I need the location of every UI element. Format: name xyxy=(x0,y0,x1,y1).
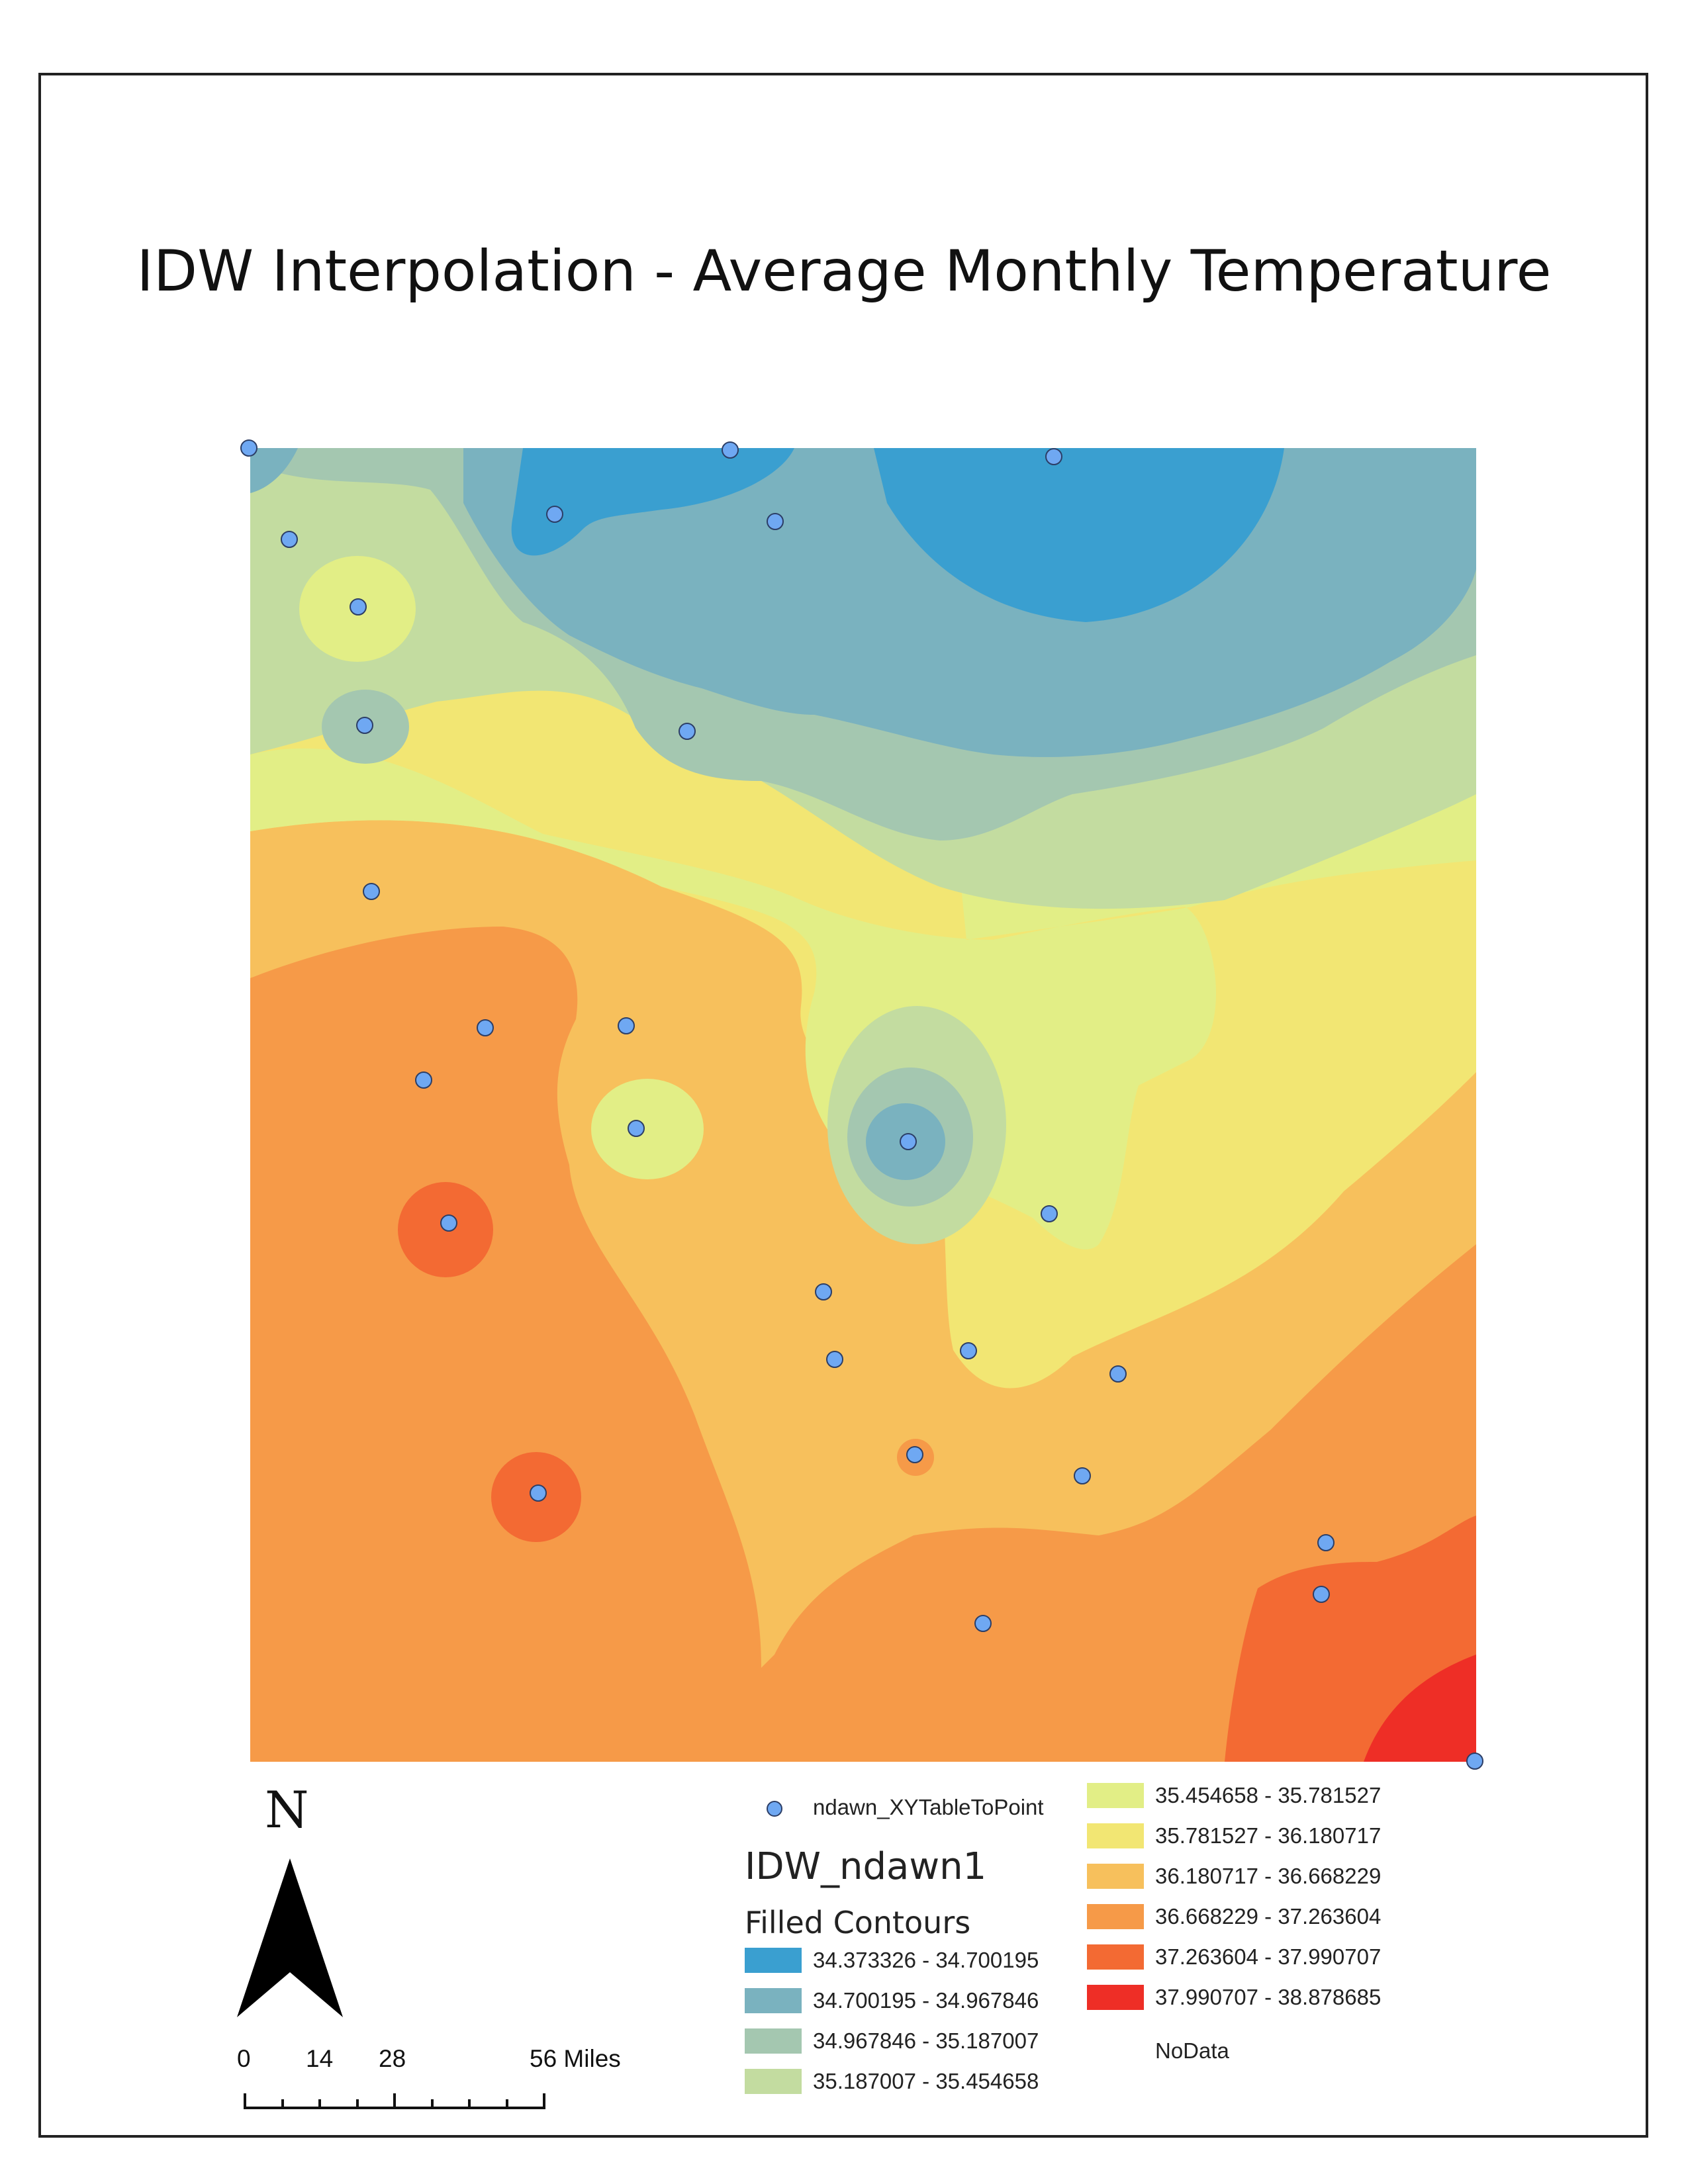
legend-layer-title: IDW_ndawn1 xyxy=(745,1845,987,1888)
map-title: IDW Interpolation - Average Monthly Temp… xyxy=(136,238,1552,304)
sample-point[interactable] xyxy=(281,531,298,548)
sample-point[interactable] xyxy=(618,1017,635,1034)
map-frame xyxy=(38,73,1648,2138)
legend-point-symbol-icon xyxy=(767,1801,782,1817)
sample-point[interactable] xyxy=(1074,1467,1091,1484)
sample-point[interactable] xyxy=(826,1351,843,1368)
sample-point[interactable] xyxy=(530,1484,547,1502)
legend-swatch xyxy=(1087,1904,1144,1929)
legend-class-label: 35.781527 - 36.180717 xyxy=(1155,1823,1382,1848)
sample-point[interactable] xyxy=(440,1214,457,1232)
legend-swatch xyxy=(1087,1783,1144,1808)
sample-point[interactable] xyxy=(546,506,563,523)
contour-blob-yellow-left xyxy=(591,1079,704,1179)
sample-point[interactable] xyxy=(415,1071,432,1089)
legend-swatch xyxy=(745,2028,802,2054)
legend-class-label: 34.373326 - 34.700195 xyxy=(813,1948,1039,1972)
sample-point[interactable] xyxy=(815,1283,832,1300)
contour-band-37-990707 xyxy=(1364,1655,1476,1762)
legend-class-label: 35.187007 - 35.454658 xyxy=(813,2069,1039,2093)
scale-label-0: 0 xyxy=(237,2045,251,2072)
legend-class-label: 37.990707 - 38.878685 xyxy=(1155,1985,1382,2009)
legend-class-label: 34.967846 - 35.187007 xyxy=(813,2028,1039,2053)
sample-point[interactable] xyxy=(1041,1205,1058,1222)
north-arrow-icon xyxy=(237,1858,343,2017)
sample-point[interactable] xyxy=(960,1342,977,1359)
contour-band-34-373326-center xyxy=(511,448,794,556)
scale-label-56-miles: 56 Miles xyxy=(530,2045,621,2072)
sample-point[interactable] xyxy=(974,1615,992,1632)
north-label: N xyxy=(265,1780,309,1839)
legend-swatch xyxy=(1087,1944,1144,1970)
sample-point[interactable] xyxy=(767,513,784,530)
sample-point[interactable] xyxy=(1466,1752,1483,1770)
contour-band-34-373326-right xyxy=(874,448,1284,622)
legend-class-label: 36.180717 - 36.668229 xyxy=(1155,1864,1382,1888)
sample-point[interactable] xyxy=(906,1446,923,1463)
sample-point[interactable] xyxy=(1109,1365,1127,1383)
sample-point[interactable] xyxy=(240,439,258,457)
sample-point[interactable] xyxy=(722,441,739,459)
legend-swatch xyxy=(1087,1864,1144,1889)
sample-point[interactable] xyxy=(628,1120,645,1137)
legend-class-label: 35.454658 - 35.781527 xyxy=(1155,1783,1382,1807)
legend-swatch xyxy=(745,2069,802,2094)
sample-point[interactable] xyxy=(1317,1534,1335,1551)
legend-swatch xyxy=(1087,1823,1144,1848)
legend-points-label: ndawn_XYTableToPoint xyxy=(813,1795,1044,1819)
sample-point[interactable] xyxy=(1045,448,1062,465)
legend-class-label: 36.668229 - 37.263604 xyxy=(1155,1904,1382,1929)
sample-point[interactable] xyxy=(356,717,373,734)
scale-bar-graphic xyxy=(244,2093,545,2109)
scale-label-14: 14 xyxy=(306,2045,334,2072)
sample-point[interactable] xyxy=(1313,1586,1330,1603)
sample-point[interactable] xyxy=(477,1019,494,1036)
legend-swatch xyxy=(1087,1985,1144,2010)
sample-point[interactable] xyxy=(350,598,367,615)
legend-swatch xyxy=(745,1948,802,1973)
legend-class-label: 37.263604 - 37.990707 xyxy=(1155,1944,1382,1969)
legend-swatch xyxy=(745,1988,802,2013)
sample-point[interactable] xyxy=(363,883,380,900)
scale-label-28: 28 xyxy=(379,2045,406,2072)
sample-point[interactable] xyxy=(900,1133,917,1150)
legend-nodata-label: NoData xyxy=(1155,2038,1229,2063)
sample-point[interactable] xyxy=(679,723,696,740)
legend-class-label: 34.700195 - 34.967846 xyxy=(813,1988,1039,2013)
legend-layer-subtitle: Filled Contours xyxy=(745,1905,971,1940)
ndawn-points-layer xyxy=(240,439,1483,1770)
